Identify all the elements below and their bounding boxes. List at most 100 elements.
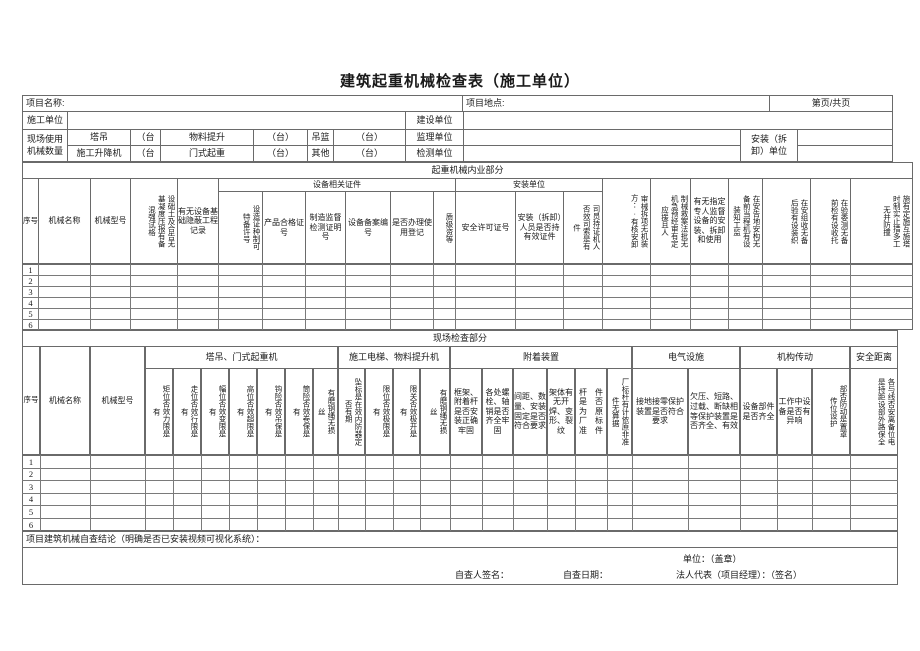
t1-col-manufacture-cert: 制造监督检测证明号 bbox=[305, 191, 346, 264]
t2-col-parts-complete: 设备部件是否齐全 bbox=[740, 368, 777, 455]
install-unit-value-1[interactable] bbox=[797, 129, 893, 146]
project-name-label: 项目名称: bbox=[22, 95, 463, 112]
construction-unit-label: 施工单位 bbox=[22, 111, 68, 130]
gondola-count[interactable]: （台） bbox=[333, 129, 406, 146]
grid-line bbox=[22, 297, 913, 298]
t2-col-limit-switch: 限关否效极开是 有 bbox=[393, 368, 420, 455]
page-counter: 第页/共页 bbox=[769, 95, 893, 112]
t1-col-driver-certs: 司员持证机人 否效司索是有 件 bbox=[563, 191, 603, 264]
t1-col-record-number: 设备备案编号 bbox=[345, 191, 391, 264]
grid-line bbox=[22, 319, 913, 320]
install-unit-value-2[interactable] bbox=[797, 145, 893, 162]
grid-line bbox=[22, 468, 898, 469]
t1-group-install-unit: 安装单位 bbox=[455, 178, 603, 192]
t1-col-install-acceptance: 在安组收无备 后验有设装织 bbox=[762, 178, 811, 264]
t2-row-number: 4 bbox=[28, 494, 34, 504]
t1-col-grade: 质级资等 bbox=[433, 191, 456, 264]
t1-group-equipment-certs: 设备相关证件 bbox=[218, 178, 456, 192]
grid-line bbox=[22, 308, 913, 309]
self-check-date-label: 自查日期： bbox=[563, 570, 609, 580]
t1-row-number: 3 bbox=[28, 286, 33, 297]
grid-line bbox=[22, 286, 913, 287]
t2-col-protection-devices: 欠压、短路、过载、断缺相等保护装置是否齐全、有效 bbox=[688, 368, 740, 455]
t2-group-drive: 机构传动 bbox=[740, 346, 850, 369]
tower-crane-label: 塔吊 bbox=[67, 129, 131, 146]
t1-col-test-entrust: 在验委测无备 前检有设收托 bbox=[810, 178, 851, 264]
t2-col-wire-rope-wear-2: 有磨钢绳无损 丝 bbox=[420, 368, 450, 455]
build-unit-label: 建设单位 bbox=[405, 111, 464, 130]
t1-row-number: 2 bbox=[28, 275, 33, 286]
t1-col-install-notification: 在安告地安构无 备前当程机有设 装知工监 bbox=[728, 178, 763, 264]
t2-col-guard-cover: 部否防动是置罩 传位设护 bbox=[812, 368, 850, 455]
other-count[interactable]: （台） bbox=[333, 145, 406, 162]
t2-col-oem-standard-parts: 杆 件 是 否 为 原 厂 标 准 件 bbox=[575, 368, 607, 455]
t2-row-number: 1 bbox=[28, 456, 34, 467]
t1-col-product-cert: 产品合格证号 bbox=[262, 191, 306, 264]
signature-area[interactable] bbox=[22, 547, 898, 585]
t2-group-tower-gantry: 塔吊、门式起重机 bbox=[145, 346, 338, 369]
t1-col-anti-collision: 施有定施互施塔 时制实止措多工 无并防撞 bbox=[850, 178, 913, 264]
testing-unit-label: 检测单位 bbox=[405, 145, 464, 162]
t2-col-frame-cracks: 架体有无开焊、变形、裂纹 bbox=[547, 368, 575, 455]
construction-unit-value[interactable] bbox=[67, 111, 406, 130]
gantry-count[interactable]: （台） bbox=[253, 145, 308, 162]
t1-row-number: 5 bbox=[28, 308, 33, 319]
t2-group-attachment: 附着装置 bbox=[450, 346, 632, 369]
t2-col-hook-safety: 钩险否效吊保是 有 bbox=[257, 368, 285, 455]
t2-col-luffing-limiter: 幅位否效变限是 有 bbox=[201, 368, 229, 455]
t2-col-bolts-pins: 各处螺栓、轴销是否齐全牢固 bbox=[482, 368, 513, 455]
hoist-count[interactable]: （台） bbox=[253, 129, 308, 146]
grid-line bbox=[22, 480, 898, 481]
unit-seal-label: 单位：（盖章） bbox=[683, 554, 742, 564]
t2-col-wire-rope-wear: 有磨钢绳无损 丝 bbox=[313, 368, 338, 455]
t1-row-number: 6 bbox=[28, 319, 33, 330]
t1-col-seq: 序号 bbox=[22, 178, 39, 264]
t1-col-special-permit: 设造证种制可 特备许号 bbox=[218, 191, 263, 264]
t1-col-dismantle-plan: 审械拆项无机装 方∶·有核安卸 bbox=[602, 178, 651, 264]
t1-col-use-register: 是否办理使用登记 bbox=[390, 191, 434, 264]
grid-line bbox=[22, 505, 898, 506]
supervision-unit-label: 监理单位 bbox=[405, 129, 464, 146]
t1-col-installer-certs: 安装（拆卸）人员是否持有效证件 bbox=[515, 191, 564, 264]
t1-section-band: 起重机械内业部分 bbox=[22, 162, 913, 179]
tower-crane-count[interactable]: （台 bbox=[130, 129, 161, 146]
lift-label: 施工升降机 bbox=[67, 145, 131, 162]
t2-row-number: 5 bbox=[28, 506, 34, 517]
t1-col-machine-name: 机械名称 bbox=[38, 178, 91, 264]
t2-col-height-limiter: 高位否效超限是 有 bbox=[229, 368, 257, 455]
lift-count[interactable]: （台 bbox=[130, 145, 161, 162]
t1-col-hidden-works: 有无设备基础隐蔽工程记录 bbox=[177, 178, 219, 264]
t2-col-fall-arrester: 坠标是在效内防器定 否有期 bbox=[338, 368, 365, 455]
t2-col-machine-name: 机械名称 bbox=[40, 346, 90, 455]
other-label: 其他 bbox=[307, 145, 334, 162]
t2-col-abnormal-noise: 工作中设备是否有异响 bbox=[777, 368, 812, 455]
t2-group-lift-hoist: 施工电梯、物料提升机 bbox=[338, 346, 450, 369]
t2-row-number: 6 bbox=[28, 519, 34, 530]
t2-group-electrical: 电气设施 bbox=[632, 346, 740, 369]
t1-row-number: 1 bbox=[28, 264, 33, 275]
t1-col-dedicated-supervisor: 有无指定专人监督设备的安装、拆卸和使用 bbox=[690, 178, 729, 264]
legal-representative-label: 法人代表（项目经理）：（签名） bbox=[676, 570, 803, 580]
gondola-label: 吊篮 bbox=[307, 129, 334, 146]
t2-col-power-line-distance: 各与线否安离备位电 是持距设部外路保全 bbox=[850, 368, 898, 455]
supervision-unit-value[interactable] bbox=[463, 129, 741, 146]
t2-row-number: 3 bbox=[28, 481, 34, 492]
t2-section-band: 现场检查部分 bbox=[22, 330, 898, 347]
t1-row-number: 4 bbox=[28, 297, 33, 308]
install-unit-label: 安装（拆 卸）单位 bbox=[740, 129, 798, 162]
grid-line bbox=[22, 275, 913, 276]
t1-col-safety-permit: 安全许可证号 bbox=[455, 191, 516, 264]
self-check-conclusion[interactable]: 项目建筑机械自查结论（明确是否已安装视频可视化系统）： bbox=[22, 531, 898, 548]
build-unit-value[interactable] bbox=[463, 111, 893, 130]
gantry-label: 门式起重 bbox=[160, 145, 254, 162]
t2-row-number: 2 bbox=[28, 469, 34, 479]
t2-col-drum-safety: 筒险否效卷保是 有 bbox=[285, 368, 313, 455]
t2-group-safe-distance: 安全距离 bbox=[850, 346, 898, 369]
grid-line bbox=[22, 518, 898, 519]
self-check-signer-label: 自查人签名： bbox=[455, 570, 510, 580]
t2-col-machine-model: 机械型号 bbox=[90, 346, 145, 455]
t2-col-spacing-fixing: 间距、数量、安装固定是否符合要求 bbox=[513, 368, 547, 455]
testing-unit-value[interactable] bbox=[463, 145, 741, 162]
grid-line bbox=[22, 493, 898, 494]
